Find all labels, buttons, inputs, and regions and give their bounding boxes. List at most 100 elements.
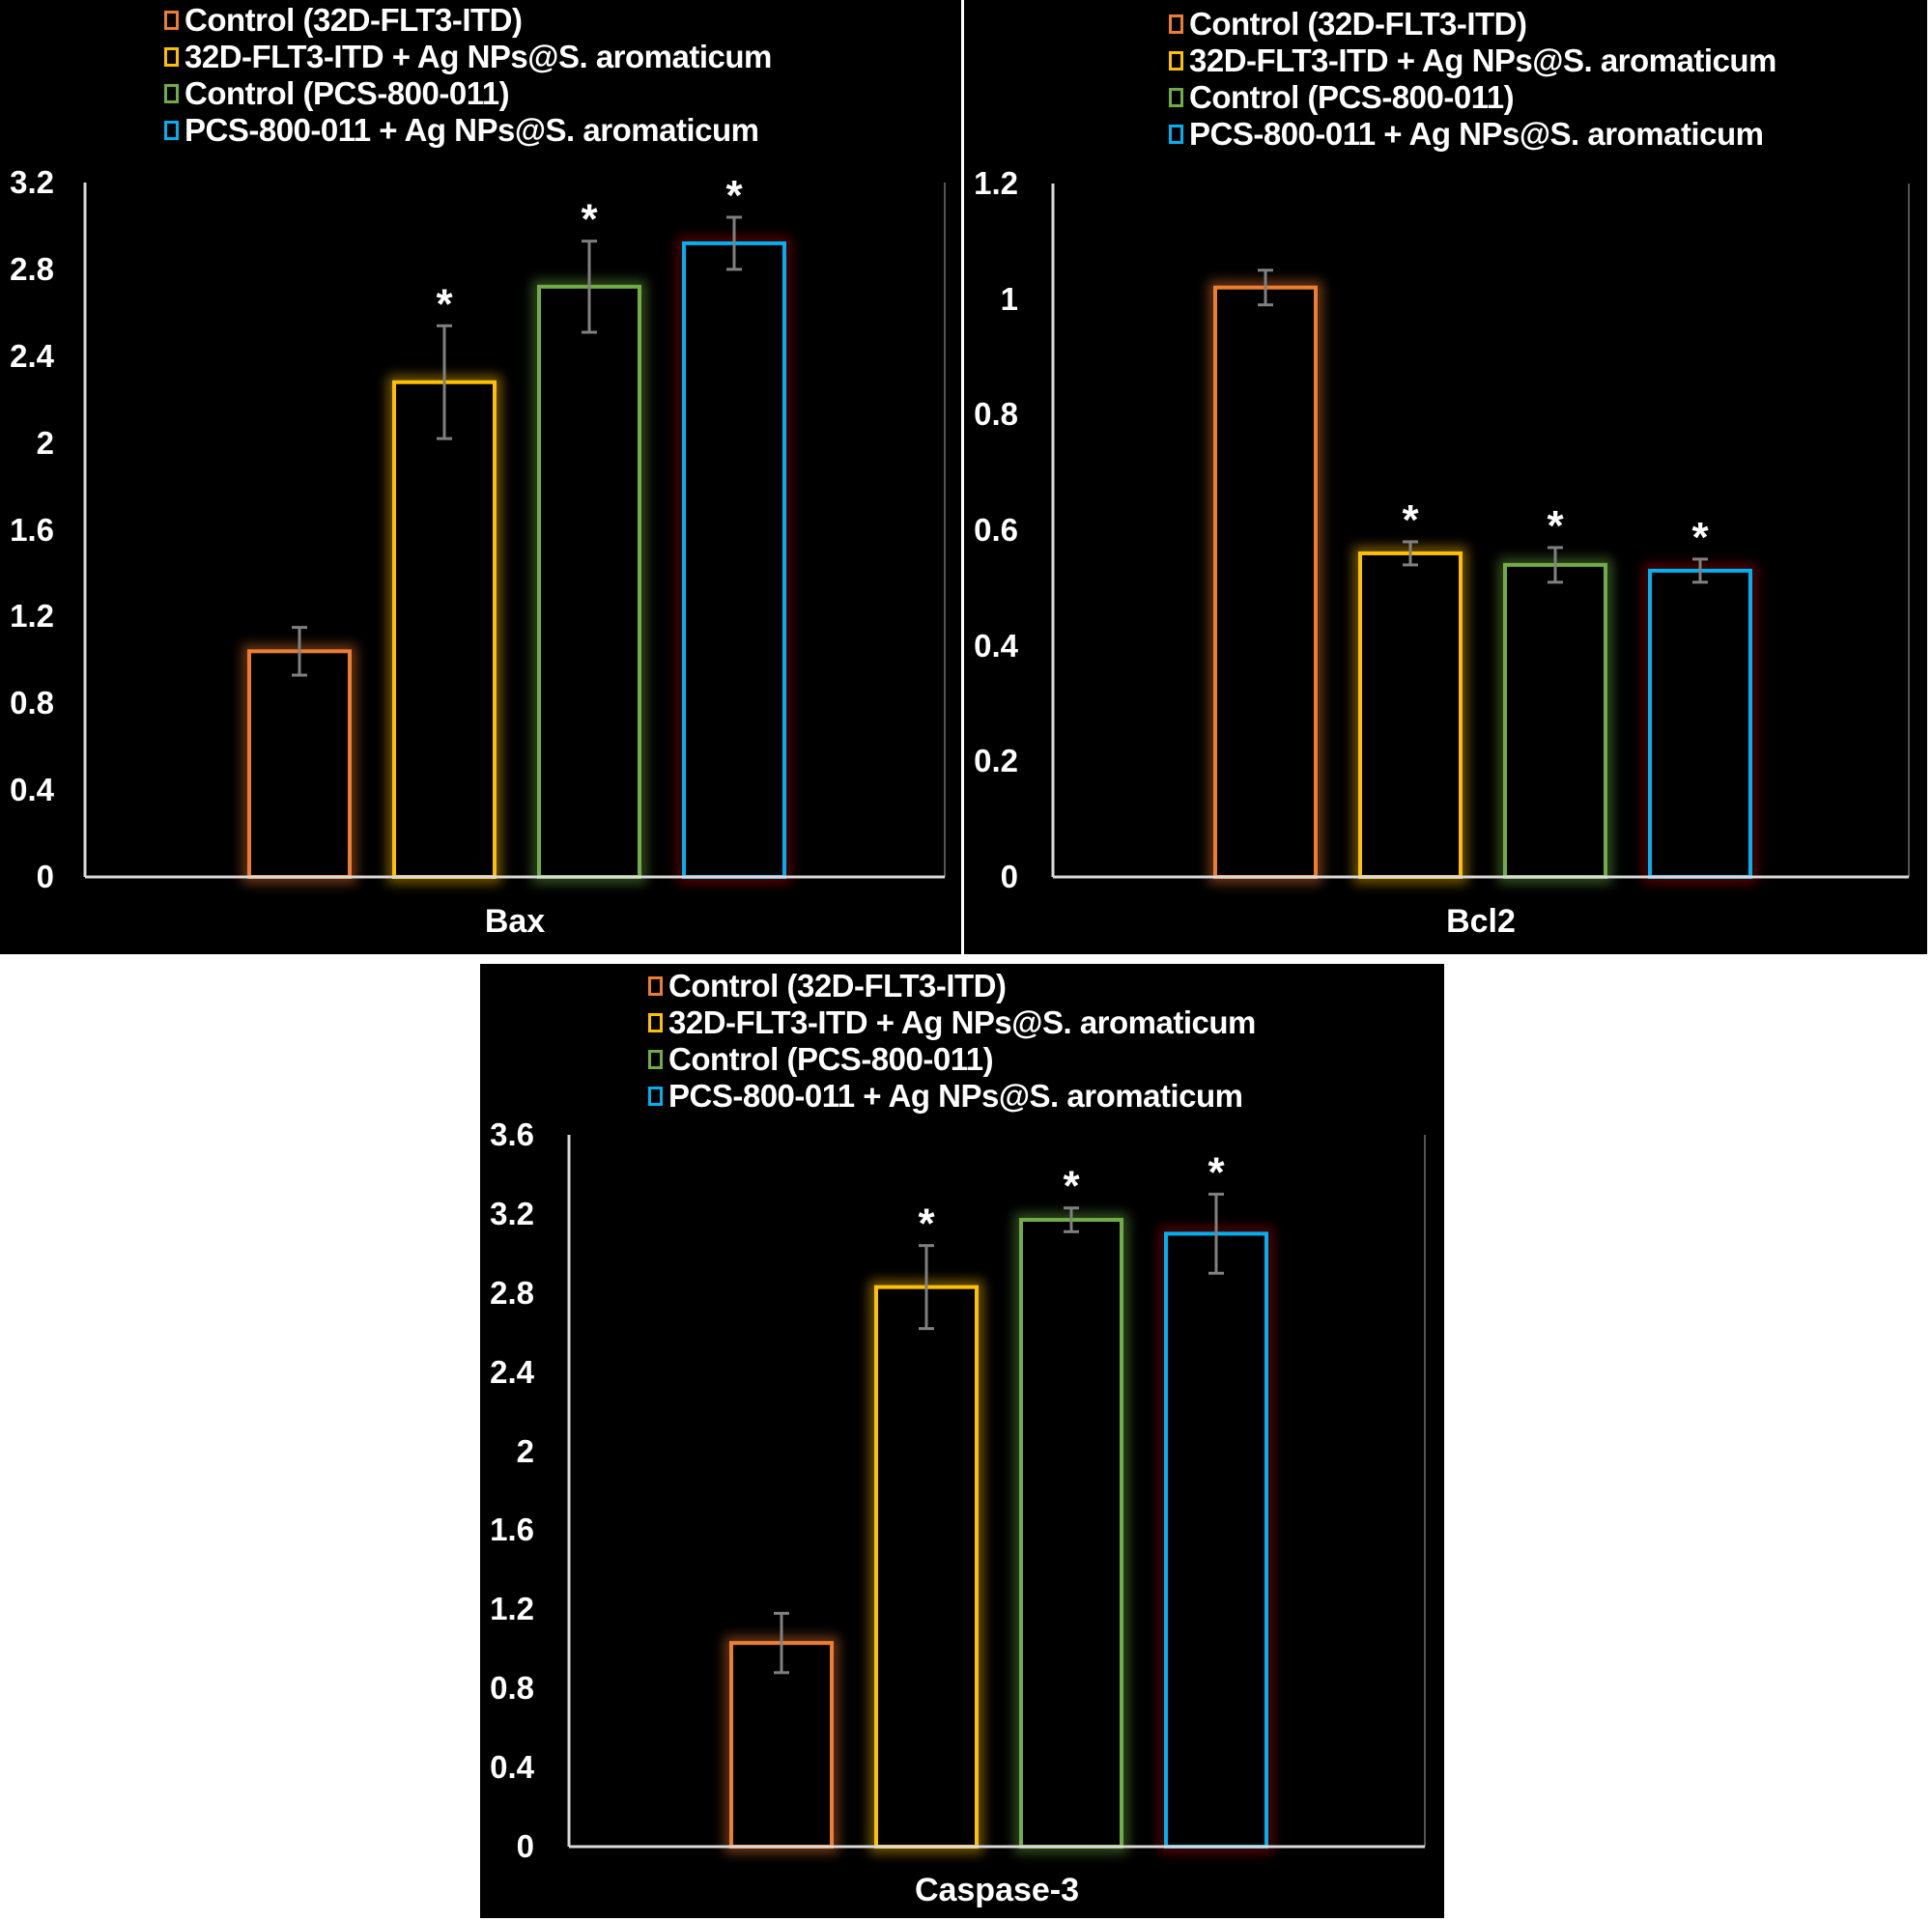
- legend-swatch-icon: [648, 1087, 663, 1106]
- plot-area: * * *: [1051, 184, 1910, 885]
- legend-item: 32D-FLT3-ITD + Ag NPs@S. aromaticum: [648, 1004, 1256, 1041]
- y-tick-label: 0.2: [974, 743, 1018, 779]
- y-tick-label: 1.2: [490, 1591, 534, 1627]
- legend-item: 32D-FLT3-ITD + Ag NPs@S. aromaticum: [164, 39, 772, 75]
- legend: Control (32D-FLT3-ITD) 32D-FLT3-ITD + Ag …: [1169, 6, 1776, 153]
- significance-marker: *: [581, 196, 598, 243]
- y-tick-label: 0.8: [974, 396, 1018, 433]
- error-bar: [1064, 1206, 1079, 1233]
- chart-panel-caspase-3: Control (32D-FLT3-ITD) 32D-FLT3-ITD + Ag …: [480, 964, 1444, 1918]
- legend-item: Control (PCS-800-011): [1169, 79, 1776, 116]
- error-bar: [774, 1611, 789, 1675]
- significance-marker: *: [1063, 1163, 1080, 1210]
- legend-label: Control (PCS-800-011): [185, 75, 510, 111]
- y-tick-label: 2: [516, 1432, 534, 1469]
- bar: [532, 279, 646, 885]
- significance-marker: *: [725, 172, 743, 219]
- error-bar: [1258, 268, 1273, 307]
- error-bar: [1403, 540, 1418, 567]
- x-axis-label: Bcl2: [1446, 903, 1516, 940]
- y-tick-label: 0.6: [974, 512, 1018, 548]
- legend-swatch-icon: [164, 84, 179, 103]
- legend-swatch-icon: [164, 121, 179, 140]
- error-bar: [1548, 546, 1563, 584]
- y-tick-label: 0: [516, 1828, 534, 1864]
- y-tick-label: 0: [1000, 859, 1018, 894]
- significance-marker: *: [1208, 1148, 1225, 1196]
- legend: Control (32D-FLT3-ITD) 32D-FLT3-ITD + Ag …: [648, 968, 1256, 1115]
- y-tick-label: 1.2: [974, 165, 1018, 201]
- legend-swatch-icon: [648, 976, 663, 996]
- plot-area: * * *: [83, 172, 946, 885]
- legend-swatch-icon: [164, 11, 179, 30]
- bar: [1159, 1227, 1273, 1854]
- y-tick-label: 1.6: [490, 1511, 534, 1548]
- significance-marker: *: [1691, 514, 1709, 561]
- legend-item: PCS-800-011 + Ag NPs@S. aromaticum: [164, 112, 772, 149]
- y-tick-label: 2.4: [10, 337, 54, 374]
- legend-swatch-icon: [1169, 14, 1183, 34]
- error-bar: [437, 324, 452, 440]
- y-tick-label: 3.2: [10, 164, 54, 200]
- y-tick-label: 0.4: [974, 627, 1018, 664]
- legend-item: Control (32D-FLT3-ITD): [164, 2, 772, 39]
- x-axis-label: Caspase-3: [914, 1872, 1080, 1908]
- y-tick-label: 2.4: [490, 1353, 534, 1390]
- significance-marker: *: [918, 1201, 935, 1248]
- legend-label: 32D-FLT3-ITD + Ag NPs@S. aromaticum: [185, 39, 772, 74]
- bar: [1353, 546, 1467, 885]
- y-tick-label: 1.6: [10, 511, 54, 548]
- error-bar: [292, 626, 307, 677]
- plot-area: * * *: [567, 1135, 1426, 1854]
- chart-panel-bax: Control (32D-FLT3-ITD) 32D-FLT3-ITD + Ag …: [0, 0, 961, 954]
- legend-swatch-icon: [1169, 125, 1183, 144]
- legend-item: Control (PCS-800-011): [164, 75, 772, 112]
- legend-item: Control (PCS-800-011): [648, 1041, 1256, 1078]
- legend-item: PCS-800-011 + Ag NPs@S. aromaticum: [648, 1078, 1256, 1115]
- y-tick-label: 1: [1000, 280, 1018, 317]
- legend-item: Control (32D-FLT3-ITD): [1169, 6, 1776, 42]
- y-tick-label: 3.2: [490, 1195, 534, 1231]
- y-tick-label: 3.6: [490, 1116, 534, 1152]
- legend-swatch-icon: [1169, 88, 1183, 107]
- bar: [677, 236, 791, 885]
- legend-label: Control (PCS-800-011): [1189, 79, 1515, 115]
- y-tick-label: 0: [36, 859, 54, 894]
- y-tick-label: 2.8: [490, 1274, 534, 1311]
- bar: [869, 1280, 983, 1853]
- bar: [387, 375, 501, 884]
- bar: [242, 644, 356, 885]
- legend-label: Control (32D-FLT3-ITD): [668, 968, 1007, 1003]
- y-tick-label: 0.4: [10, 772, 54, 808]
- significance-marker: *: [1402, 496, 1419, 544]
- legend-label: PCS-800-011 + Ag NPs@S. aromaticum: [668, 1078, 1243, 1114]
- y-tick-label: 1.2: [10, 598, 54, 635]
- legend-label: PCS-800-011 + Ag NPs@S. aromaticum: [185, 112, 759, 148]
- error-bar: [582, 240, 597, 334]
- bar: [1208, 280, 1322, 884]
- legend-swatch-icon: [648, 1013, 663, 1032]
- legend-item: Control (32D-FLT3-ITD): [648, 968, 1256, 1004]
- error-bar: [1208, 1192, 1224, 1275]
- legend: Control (32D-FLT3-ITD) 32D-FLT3-ITD + Ag …: [164, 2, 772, 149]
- significance-marker: *: [436, 280, 453, 327]
- error-bar: [1692, 557, 1708, 584]
- legend-swatch-icon: [648, 1050, 663, 1069]
- y-tick-label: 0.8: [490, 1670, 534, 1707]
- chart-panel-bcl2: Control (32D-FLT3-ITD) 32D-FLT3-ITD + Ag …: [964, 0, 1927, 954]
- legend-label: Control (32D-FLT3-ITD): [185, 2, 523, 38]
- legend-label: 32D-FLT3-ITD + Ag NPs@S. aromaticum: [1189, 42, 1776, 78]
- error-bar: [919, 1244, 934, 1331]
- y-tick-label: 0.8: [10, 685, 54, 721]
- x-axis-label: Bax: [484, 903, 546, 940]
- error-bar: [726, 215, 742, 271]
- legend-swatch-icon: [1169, 51, 1183, 71]
- y-tick-label: 0.4: [490, 1749, 534, 1786]
- bar: [1498, 557, 1612, 885]
- legend-label: Control (32D-FLT3-ITD): [1189, 6, 1527, 42]
- legend-label: PCS-800-011 + Ag NPs@S. aromaticum: [1189, 116, 1764, 152]
- significance-marker: *: [1547, 502, 1564, 550]
- y-tick-label: 2.8: [10, 250, 54, 287]
- bar: [1014, 1213, 1128, 1853]
- legend-label: 32D-FLT3-ITD + Ag NPs@S. aromaticum: [668, 1004, 1256, 1040]
